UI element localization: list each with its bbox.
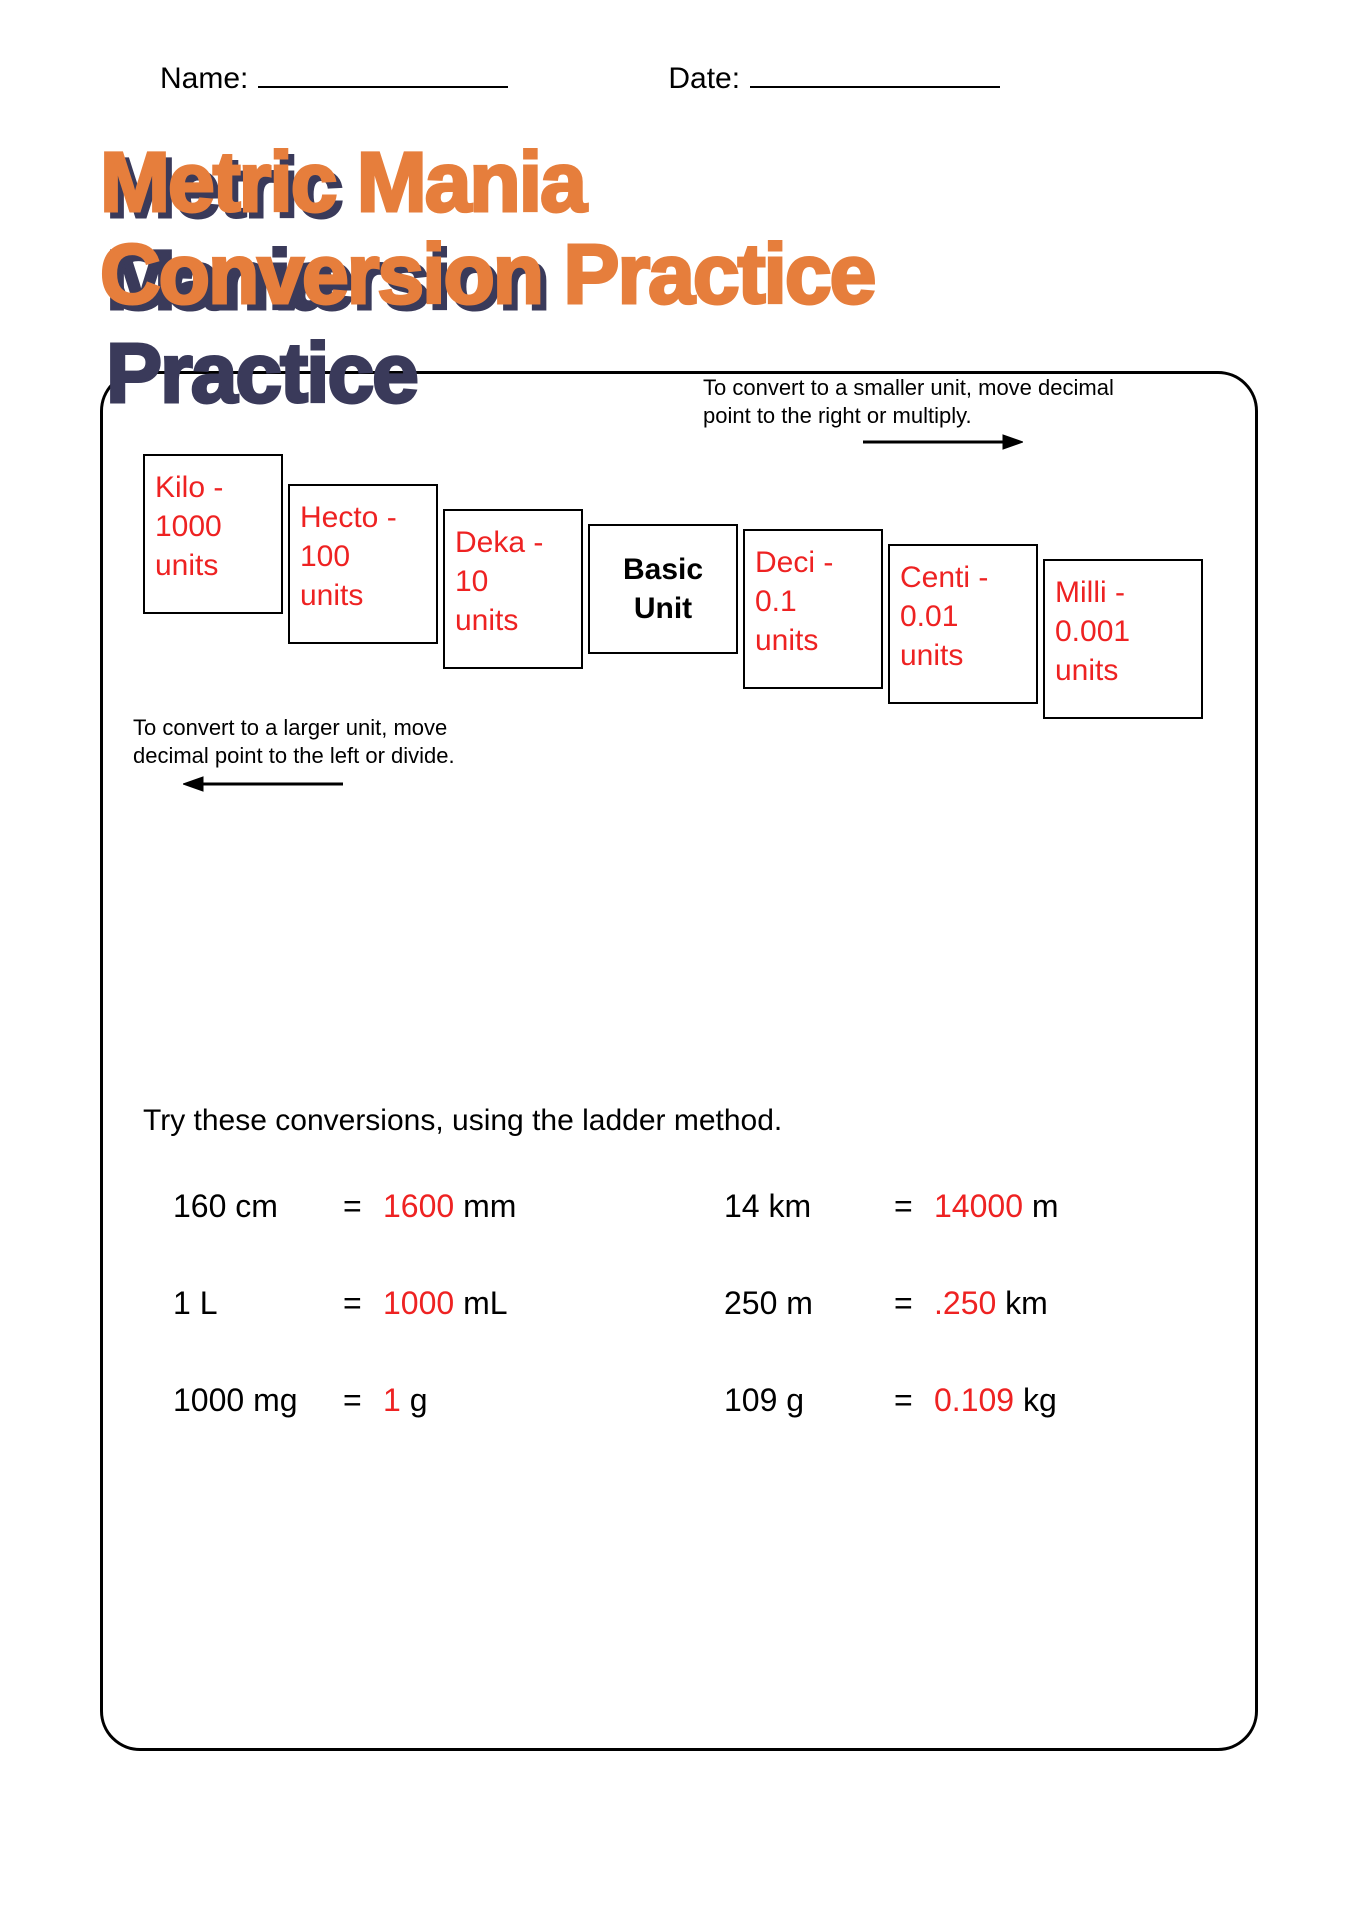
problem-lhs: 1 L: [173, 1285, 343, 1322]
date-label: Date:: [668, 62, 740, 96]
date-underline[interactable]: [750, 60, 1000, 88]
ladder-step-4: Deci -0.1units: [743, 529, 883, 689]
title-line-2: Conversion Practice: [100, 227, 874, 321]
problem-lhs: 160 cm: [173, 1188, 343, 1225]
problem-lhs: 109 g: [724, 1382, 894, 1419]
equals-sign: =: [894, 1382, 934, 1419]
equals-sign: =: [343, 1188, 383, 1225]
ladder-step-5: Centi -0.01units: [888, 544, 1038, 704]
intro-text: Try these conversions, using the ladder …: [143, 1104, 1215, 1138]
problem-answer: 1 g: [383, 1382, 427, 1419]
title-line-1: Metric Mania: [100, 135, 585, 229]
equals-sign: =: [343, 1285, 383, 1322]
ladder-step-0: Kilo -1000units: [143, 454, 283, 614]
ladder-step-2: Deka -10units: [443, 509, 583, 669]
problem-answer: 1000 mL: [383, 1285, 508, 1322]
problem-lhs: 1000 mg: [173, 1382, 343, 1419]
problem-lhs: 14 km: [724, 1188, 894, 1225]
ladder-step-1: Hecto -100units: [288, 484, 438, 644]
worksheet-title: Metric Mania Metric Mania Conversion Pra…: [100, 136, 1258, 321]
ladder-step-6: Milli -0.001units: [1043, 559, 1203, 719]
header-row: Name: Date:: [100, 60, 1258, 96]
name-field: Name:: [160, 60, 508, 96]
problem-2: 1 L=1000 mL: [173, 1285, 664, 1322]
problem-0: 160 cm=1600 mm: [173, 1188, 664, 1225]
worksheet-page: Name: Date: Metric Mania Metric Mania Co…: [0, 0, 1358, 1920]
date-field: Date:: [668, 60, 1000, 96]
problems-grid: 160 cm=1600 mm14 km=14000 m1 L=1000 mL25…: [143, 1188, 1215, 1419]
ladder-diagram: Kilo -1000unitsHecto -100unitsDeka -10un…: [143, 424, 1215, 864]
equals-sign: =: [894, 1188, 934, 1225]
name-underline[interactable]: [258, 60, 508, 88]
problem-answer: 14000 m: [934, 1188, 1059, 1225]
arrow-left-icon: [183, 774, 343, 794]
content-box: To convert to a smaller unit, move decim…: [100, 371, 1258, 1751]
ladder-step-3: BasicUnit: [588, 524, 738, 654]
problem-4: 1000 mg=1 g: [173, 1382, 664, 1419]
equals-sign: =: [343, 1382, 383, 1419]
hint-left: To convert to a larger unit, move decima…: [133, 714, 513, 771]
problem-5: 109 g=0.109 kg: [724, 1382, 1215, 1419]
equals-sign: =: [894, 1285, 934, 1322]
problem-3: 250 m=.250 km: [724, 1285, 1215, 1322]
problem-lhs: 250 m: [724, 1285, 894, 1322]
problem-answer: 0.109 kg: [934, 1382, 1057, 1419]
problem-1: 14 km=14000 m: [724, 1188, 1215, 1225]
problem-answer: .250 km: [934, 1285, 1048, 1322]
problem-answer: 1600 mm: [383, 1188, 516, 1225]
name-label: Name:: [160, 62, 248, 96]
